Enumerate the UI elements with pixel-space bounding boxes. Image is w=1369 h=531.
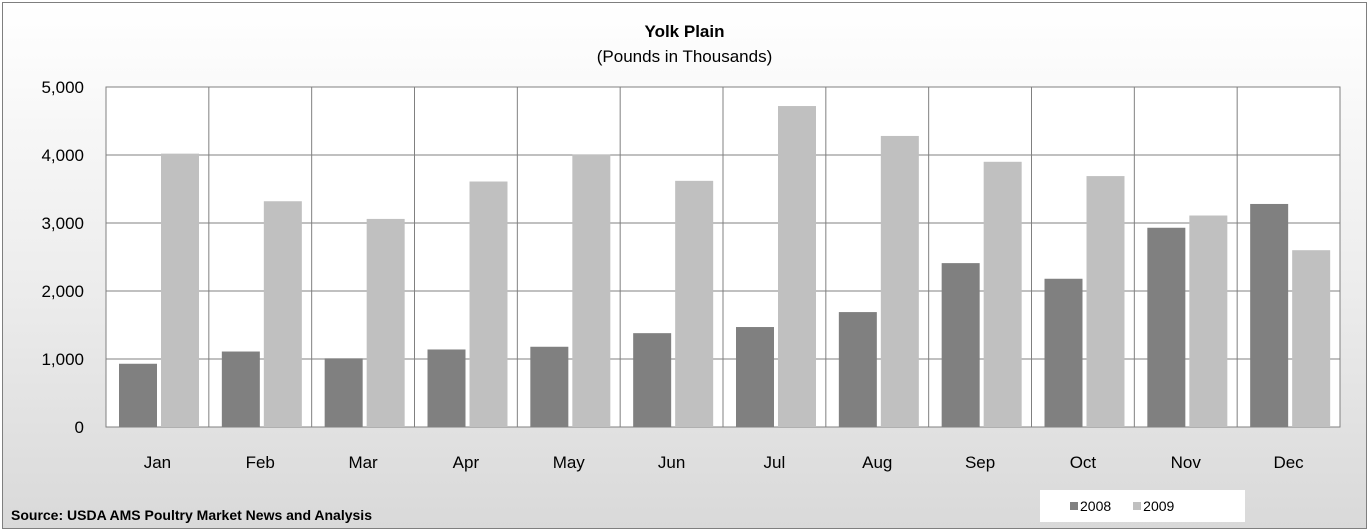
legend-swatch-2009 xyxy=(1133,502,1142,510)
bar-2009-dec xyxy=(1292,250,1331,427)
y-tick-label: 5,000 xyxy=(41,78,84,97)
bar-2009-nov xyxy=(1189,215,1228,427)
bar-2008-dec xyxy=(1250,203,1289,427)
bar-2009-sep xyxy=(983,161,1022,428)
source-note: Source: USDA AMS Poultry Market News and… xyxy=(11,507,372,523)
bar-2008-aug xyxy=(838,312,877,427)
bar-2008-jul xyxy=(736,327,774,427)
chart-subtitle: (Pounds in Thousands) xyxy=(596,47,773,66)
y-tick-label: 0 xyxy=(75,418,84,437)
x-tick-label: Aug xyxy=(862,453,892,472)
bar-2008-may xyxy=(530,346,569,427)
x-tick-label: Sep xyxy=(965,453,995,472)
x-tick-label: May xyxy=(553,453,586,472)
bar-2009-jun xyxy=(675,180,714,427)
x-tick-label: Jun xyxy=(658,453,685,472)
x-tick-label: Oct xyxy=(1070,453,1097,472)
x-tick-label: Feb xyxy=(246,453,275,472)
bar-2009-aug xyxy=(880,135,919,427)
bar-2008-mar xyxy=(324,358,363,427)
bar-2009-may xyxy=(572,154,611,427)
x-tick-label: Nov xyxy=(1171,453,1202,472)
x-tick-label: Apr xyxy=(453,453,480,472)
legend-item-2008: 2008 xyxy=(1070,498,1111,514)
y-tick-label: 1,000 xyxy=(41,350,84,369)
y-tick-label: 4,000 xyxy=(41,146,84,165)
x-tick-label: Dec xyxy=(1273,453,1304,472)
legend-label-2008: 2008 xyxy=(1080,498,1112,514)
bar-2009-jan xyxy=(161,153,199,427)
bar-2008-apr xyxy=(427,349,466,427)
bar-2009-apr xyxy=(469,181,508,427)
legend-label-2009: 2009 xyxy=(1143,498,1175,514)
x-tick-label: Jan xyxy=(144,453,171,472)
bar-2008-oct xyxy=(1044,278,1083,427)
bar-2008-jan xyxy=(119,363,157,427)
y-tick-label: 2,000 xyxy=(41,282,84,301)
legend-swatch-2008 xyxy=(1070,502,1078,510)
bar-2009-feb xyxy=(263,201,302,427)
bar-2008-nov xyxy=(1147,227,1186,427)
legend-item-2009: 2009 xyxy=(1133,498,1174,514)
y-tick-label: 3,000 xyxy=(41,214,84,233)
bar-2008-feb xyxy=(221,351,260,427)
x-tick-label: Jul xyxy=(764,453,786,472)
chart-title: Yolk Plain xyxy=(644,22,725,41)
bar-2009-oct xyxy=(1086,176,1125,427)
bar-2008-jun xyxy=(633,333,672,427)
bar-2009-mar xyxy=(366,218,405,427)
x-tick-label: Mar xyxy=(348,453,378,472)
bar-2009-jul xyxy=(778,106,816,427)
legend: 2008 2009 xyxy=(1040,490,1245,522)
bar-2008-sep xyxy=(941,263,980,427)
